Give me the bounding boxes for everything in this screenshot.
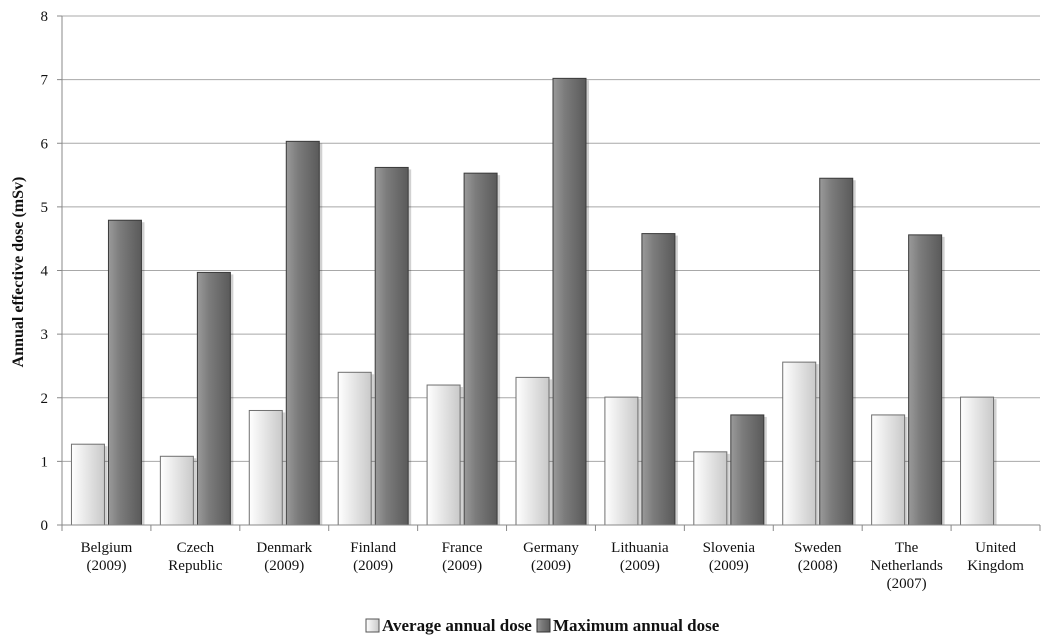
bar-average-annual-dose [871,414,906,526]
bar-average-annual-dose [960,396,995,526]
bar-maximum-annual-dose [730,414,765,526]
bar-maximum-annual-dose [107,219,142,526]
x-category-label: Denmark (2009) [256,540,312,574]
legend-swatch [536,618,551,633]
x-category-label: United Kingdom [967,540,1024,574]
y-tick-label: 5 [41,200,49,216]
x-axis-categories: Belgium (2009) Czech Republic Denmark (2009) F… [81,540,1025,592]
y-tick-label: 0 [41,518,49,534]
bar-maximum-annual-dose [819,177,854,526]
bar-maximum-annual-dose [552,77,587,526]
y-tick-label: 7 [41,73,49,89]
legend: Average annual dose Maximum annual dose [365,616,720,635]
x-category-label: Czech Republic [168,540,222,574]
x-category-label: Belgium (2009) [81,540,133,574]
bar-maximum-annual-dose [374,166,409,526]
bar-average-annual-dose [782,361,817,526]
bar-average-annual-dose [426,384,461,526]
x-category-label: Slovenia (2009) [703,540,756,574]
x-category-label: France (2009) [442,540,483,574]
y-axis-title: Annual effective dose (mSv) [10,177,27,368]
legend-label: Maximum annual dose [553,616,720,635]
x-category-label: Finland (2009) [350,540,396,574]
axes [61,16,1041,531]
y-tick-label: 2 [41,391,49,407]
y-tick-label: 6 [41,136,49,152]
legend-label: Average annual dose [382,616,532,635]
bar-maximum-annual-dose [463,172,498,526]
y-axis-ticks: 0 1 2 3 4 5 6 7 8 [41,9,62,534]
bar-average-annual-dose [248,409,283,526]
bar-average-annual-dose [693,451,728,526]
bar-average-annual-dose [604,396,639,526]
bar-maximum-annual-dose [641,233,676,526]
x-category-label: The Netherlands (2007) [870,540,943,592]
bar-average-annual-dose [515,376,550,526]
bar-average-annual-dose [70,443,105,526]
y-tick-label: 4 [41,264,49,280]
bar-maximum-annual-dose [196,271,231,526]
x-category-label: Sweden (2008) [794,540,842,574]
y-tick-label: 8 [41,9,49,25]
bar-average-annual-dose [337,371,372,526]
legend-swatch [365,618,380,633]
y-tick-label: 3 [41,327,49,343]
bar-maximum-annual-dose [285,140,320,526]
bar-maximum-annual-dose [908,234,943,526]
y-tick-label: 1 [41,454,49,470]
x-category-label: Germany (2009) [523,540,579,574]
bars [70,77,997,526]
bar-average-annual-dose [159,455,194,526]
x-category-label: Lithuania (2009) [611,540,669,574]
